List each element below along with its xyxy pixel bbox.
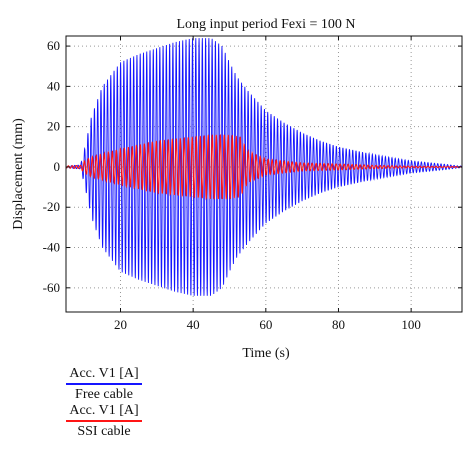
series-layer [66,38,462,296]
y-tick-label: 20 [47,119,60,134]
x-axis-label: Time (s) [242,346,290,361]
legend-desc-free: Free cable [75,387,133,402]
legend-swatch-ssi [66,420,142,422]
y-tick-label: -60 [43,280,60,295]
legend-swatch-free [66,383,142,385]
y-tick-label: -20 [43,199,60,214]
x-tick-label: 60 [259,317,272,332]
y-tick-label: 60 [47,38,60,53]
legend-label-free: Acc. V1 [A] [69,366,139,381]
x-tick-label: 40 [187,317,200,332]
y-tick-label: 0 [54,159,61,174]
series-line-ssi-cable [66,134,462,201]
legend-entry-ssi-cable: Acc. V1 [A] SSI cable [66,403,196,440]
y-tick-label: 40 [47,78,60,93]
legend: Acc. V1 [A] Free cable Acc. V1 [A] SSI c… [66,366,196,440]
x-tick-label: 20 [114,317,127,332]
plot-frame [65,35,463,313]
x-tick-label: 80 [332,317,345,332]
y-axis-label: Displacement (mm) [11,118,26,230]
legend-entry-free-cable: Acc. V1 [A] Free cable [66,366,196,403]
ticks: 20 40 60 80 100 -60 -40 -20 0 20 40 60 [43,36,462,332]
x-tick-label: 100 [401,317,421,332]
legend-label-ssi: Acc. V1 [A] [69,403,139,418]
legend-desc-ssi: SSI cable [77,424,131,439]
chart-title: Long input period Fexi = 100 N [177,17,356,32]
y-tick-label: -40 [43,240,60,255]
